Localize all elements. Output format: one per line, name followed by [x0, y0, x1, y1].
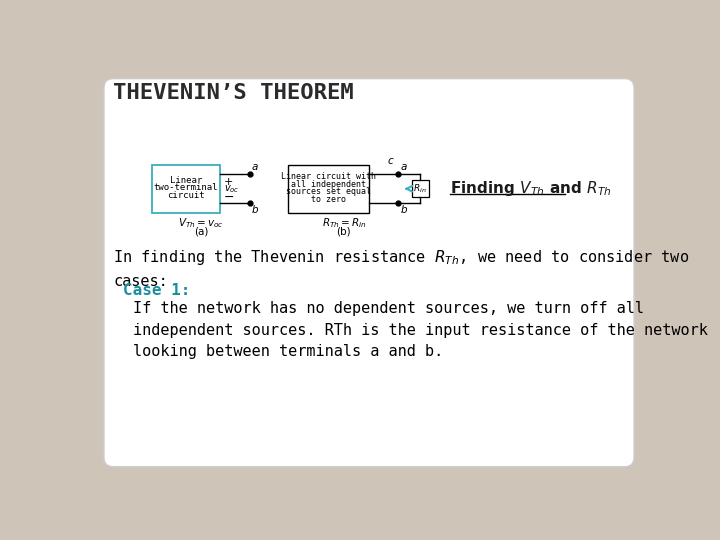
Text: b: b	[401, 205, 408, 215]
Text: THEVENIN’S THEOREM: THEVENIN’S THEOREM	[113, 83, 354, 103]
Text: $R_{in}$: $R_{in}$	[413, 183, 427, 195]
Text: a: a	[401, 162, 407, 172]
Text: $V_{Th} = v_{oc}$: $V_{Th} = v_{oc}$	[178, 217, 224, 230]
Text: In finding the Thevenin resistance $R_{Th}$, we need to consider two
cases:: In finding the Thevenin resistance $R_{T…	[113, 248, 690, 289]
Text: a: a	[252, 162, 258, 172]
Text: Finding $V_{Th}$ and $R_{Th}$: Finding $V_{Th}$ and $R_{Th}$	[451, 179, 612, 198]
Text: Linear circuit with: Linear circuit with	[281, 172, 376, 181]
Bar	[287, 165, 369, 213]
Text: Linear: Linear	[170, 176, 202, 185]
Text: circuit: circuit	[167, 191, 205, 200]
Text: $R_{Th} = R_{in}$: $R_{Th} = R_{in}$	[322, 217, 366, 230]
Text: If the network has no dependent sources, we turn off all
independent sources. RT: If the network has no dependent sources,…	[132, 301, 708, 360]
Bar	[152, 165, 220, 213]
Text: (a): (a)	[194, 226, 208, 237]
Text: +: +	[224, 177, 233, 187]
Text: b: b	[252, 205, 258, 215]
FancyBboxPatch shape	[104, 79, 634, 467]
Text: two-terminal: two-terminal	[154, 184, 218, 192]
Bar	[412, 180, 428, 197]
Text: to zero: to zero	[311, 195, 346, 204]
Text: (b): (b)	[336, 226, 351, 237]
Text: $v_{oc}$: $v_{oc}$	[224, 184, 240, 195]
Text: all independent: all independent	[291, 180, 366, 188]
Text: sources set equal: sources set equal	[286, 187, 371, 197]
Text: Case 1:: Case 1:	[122, 283, 190, 298]
Text: c: c	[387, 157, 393, 166]
Text: −: −	[224, 191, 235, 204]
